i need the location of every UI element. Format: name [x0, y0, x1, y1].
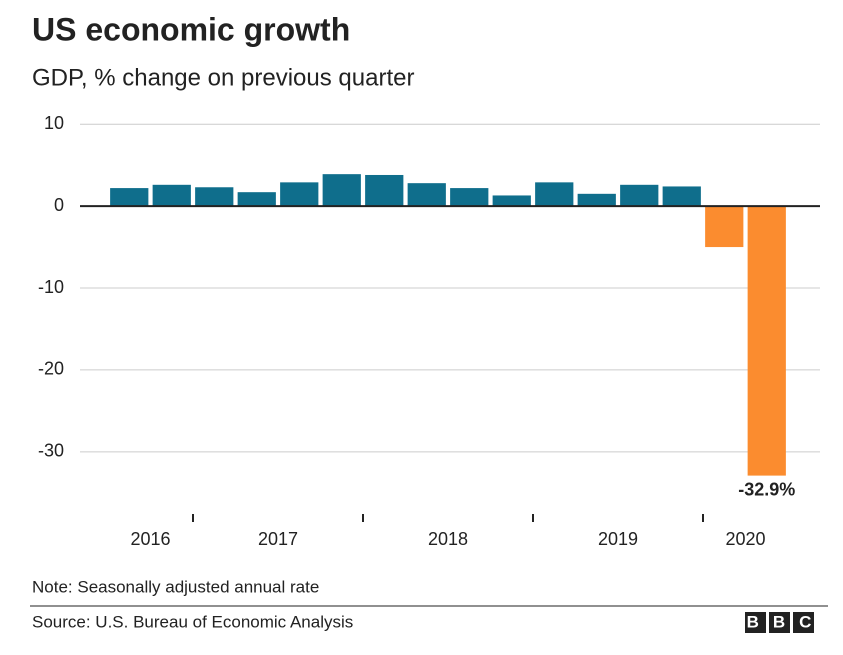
bar: [322, 174, 361, 207]
bar: [407, 183, 446, 207]
bar: [577, 193, 616, 207]
chart-title: US economic growth: [32, 11, 350, 47]
bar: [152, 184, 191, 207]
value-label: -32.9%: [738, 479, 795, 499]
y-tick-label: 0: [54, 195, 64, 215]
bar: [662, 186, 701, 207]
y-tick-label: 10: [44, 113, 64, 133]
bar: [365, 174, 404, 207]
logo-box: [745, 612, 766, 633]
x-tick-label: 2019: [598, 529, 638, 549]
chart-subtitle: GDP, % change on previous quarter: [32, 64, 414, 91]
x-tick-label: 2018: [428, 529, 468, 549]
bar: [450, 188, 489, 207]
bar: [747, 206, 786, 476]
logo: BBC: [745, 612, 826, 633]
x-tick-label: 2020: [725, 529, 765, 549]
bar: [195, 187, 234, 207]
x-tick-label: 2016: [130, 529, 170, 549]
logo-box: [793, 612, 814, 633]
bar: [620, 184, 659, 207]
note: Note: Seasonally adjusted annual rate: [32, 577, 319, 596]
logo-text: BBC: [747, 612, 826, 631]
logo-box: [769, 612, 790, 633]
bar: [237, 192, 276, 207]
bar: [110, 188, 149, 207]
bar: [280, 182, 319, 207]
source: Source: U.S. Bureau of Economic Analysis: [32, 612, 353, 631]
x-tick-label: 2017: [258, 529, 298, 549]
bar: [492, 195, 531, 207]
y-tick-label: -30: [38, 441, 64, 461]
y-tick-label: -10: [38, 277, 64, 297]
bar: [705, 206, 744, 248]
y-tick-label: -20: [38, 359, 64, 379]
bar: [535, 182, 574, 207]
